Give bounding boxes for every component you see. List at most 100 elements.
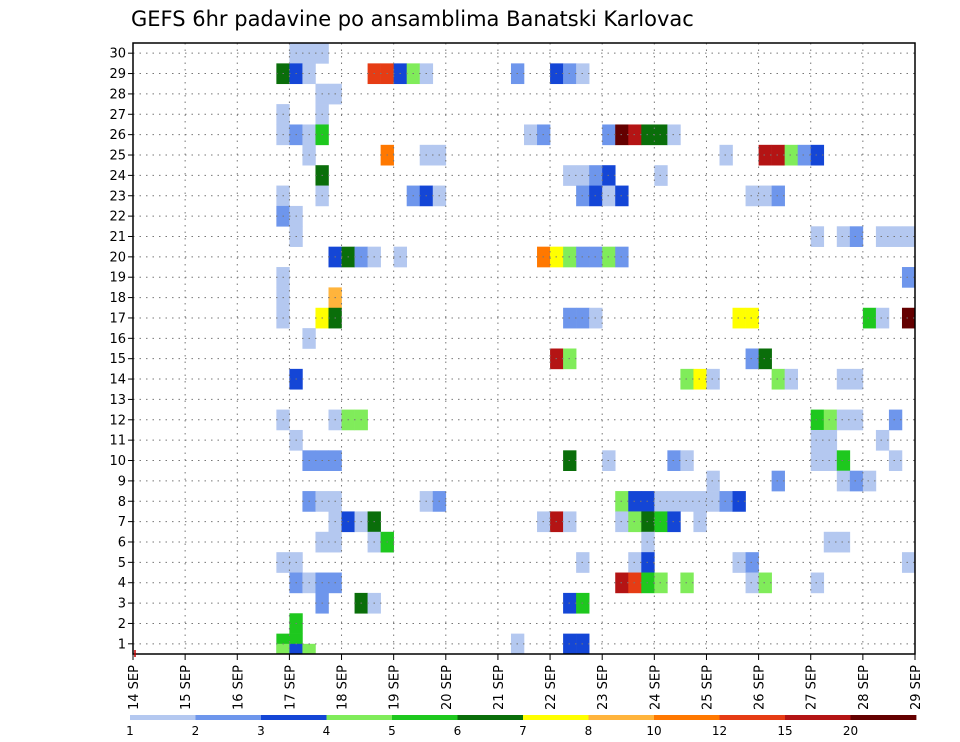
heatmap-cell <box>758 348 772 370</box>
colorbar-label: 4 <box>323 724 331 738</box>
heatmap-cell <box>667 511 681 533</box>
y-tick-label: 27 <box>109 108 126 123</box>
heatmap-cell <box>667 450 681 471</box>
colorbar-swatch <box>130 715 196 720</box>
colorbar-label: 3 <box>257 724 265 738</box>
x-tick-label: 22 SEP <box>544 665 559 710</box>
heatmap-cell <box>719 491 733 512</box>
colorbar-label: 8 <box>585 724 593 738</box>
heatmap-cell <box>719 144 733 166</box>
heatmap-cell <box>810 450 825 471</box>
x-tick-label: 19 SEP <box>388 665 403 710</box>
x-tick-label: 18 SEP <box>336 665 351 710</box>
colorbar-label: 6 <box>454 724 462 738</box>
heatmap-cell <box>745 348 759 370</box>
heatmap-cell <box>680 368 694 390</box>
heatmap-cell <box>771 470 785 492</box>
x-tick-label: 21 SEP <box>492 665 507 710</box>
colorbar-label: 7 <box>519 724 527 738</box>
heatmap-cell <box>836 409 851 431</box>
colorbar-swatch <box>850 715 917 720</box>
y-axis: 1234567891011121314151617181920212223242… <box>109 47 133 652</box>
heatmap-cell <box>875 307 890 329</box>
heatmap-cell <box>745 307 759 329</box>
colorbar-legend: 1 2 3 4 5 6 7 8 10 12 15 20 <box>126 715 917 738</box>
colorbar-label: 5 <box>388 724 396 738</box>
heatmap-cell <box>276 643 290 655</box>
heatmap-cell <box>888 226 903 247</box>
y-tick-label: 9 <box>118 474 126 489</box>
heatmap-cell <box>758 144 772 166</box>
heatmap-cell <box>849 470 864 492</box>
heatmap-cell <box>823 531 838 553</box>
colorbar-swatch <box>261 715 327 720</box>
heatmap-cell <box>771 368 785 390</box>
heatmap-cell <box>836 450 851 471</box>
heatmap-cell <box>875 226 890 247</box>
y-tick-label: 11 <box>109 434 126 449</box>
heatmap-cell <box>862 307 877 329</box>
plot-area-frame <box>132 42 916 655</box>
heatmap-cell <box>758 185 772 207</box>
y-tick-label: 7 <box>118 515 126 530</box>
y-tick-label: 23 <box>109 189 126 204</box>
y-tick-label: 8 <box>118 495 126 510</box>
x-tick-label: 16 SEP <box>231 665 246 710</box>
x-tick-label: 23 SEP <box>596 665 611 710</box>
x-tick-label: 15 SEP <box>179 665 194 710</box>
heatmap-cell <box>667 124 681 146</box>
heatmap-cell <box>823 409 838 431</box>
colorbar-swatch <box>588 715 655 720</box>
y-tick-label: 25 <box>109 149 126 164</box>
grid-lines <box>133 43 915 654</box>
heatmap-cell <box>836 470 851 492</box>
y-tick-label: 30 <box>109 47 126 62</box>
y-tick-label: 21 <box>109 230 126 245</box>
heatmap-cell <box>693 368 707 390</box>
colorbar-swatch <box>326 715 393 720</box>
heatmap-cell <box>745 552 759 573</box>
colorbar-label: 20 <box>843 724 858 738</box>
colorbar-swatch <box>392 715 458 720</box>
heatmap-cell <box>706 470 720 492</box>
colorbar-swatch <box>195 715 262 720</box>
y-tick-label: 12 <box>109 413 126 428</box>
colorbar-label: 10 <box>646 724 661 738</box>
y-tick-label: 18 <box>109 291 126 306</box>
heatmap-cell <box>901 307 916 329</box>
heatmap-cell <box>810 572 825 594</box>
heatmap-cell <box>810 409 825 431</box>
heatmap-cell <box>836 368 851 390</box>
heatmap-cell <box>901 226 916 247</box>
colorbar-swatch <box>523 715 589 720</box>
y-tick-label: 13 <box>109 393 126 408</box>
y-tick-label: 17 <box>109 311 126 326</box>
y-tick-label: 1 <box>118 637 126 652</box>
x-tick-label: 17 SEP <box>283 665 298 710</box>
heatmap-cell <box>745 185 759 207</box>
heatmap-cell <box>680 450 694 471</box>
heatmap-cell <box>771 185 785 207</box>
heatmap-cell <box>758 572 772 594</box>
heatmap-cell <box>732 307 746 329</box>
heatmap-cell <box>302 643 316 655</box>
heatmap-cell <box>875 429 890 451</box>
y-tick-label: 28 <box>109 87 126 102</box>
y-tick-label: 19 <box>109 271 126 286</box>
heatmap-cell <box>862 470 877 492</box>
y-tick-label: 16 <box>109 332 126 347</box>
colorbar-swatch <box>654 715 720 720</box>
y-tick-label: 26 <box>109 128 126 143</box>
colorbar-label: 15 <box>777 724 792 738</box>
x-tick-label: 29 SEP <box>909 665 924 710</box>
y-tick-label: 24 <box>109 169 126 184</box>
x-tick-label: 28 SEP <box>857 665 872 710</box>
x-tick-label: 25 SEP <box>701 665 716 710</box>
heatmap-cell <box>745 572 759 594</box>
heatmap-cell <box>732 491 746 512</box>
heatmap-cell <box>667 491 681 512</box>
y-tick-label: 20 <box>109 250 126 265</box>
x-axis: 14 SEP 15 SEP 16 SEP 17 SEP 18 SEP 19 SEP 20 S… <box>127 650 924 710</box>
colorbar-label: 2 <box>192 724 200 738</box>
y-tick-label: 22 <box>109 210 126 225</box>
